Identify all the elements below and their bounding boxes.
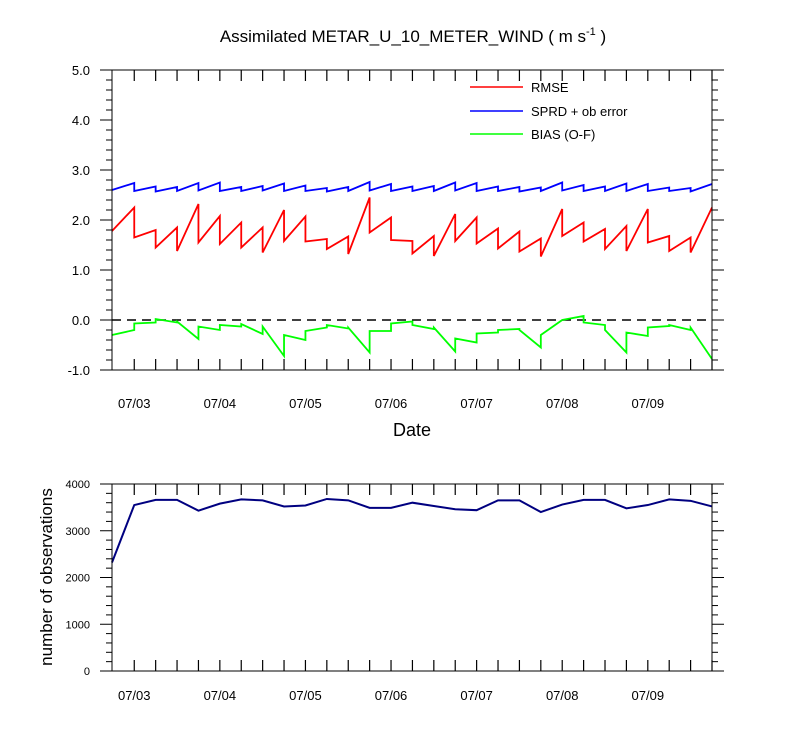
top-x-tick-labels: 07/03 07/04 07/05 07/06 07/07 07/08 07/09 (118, 396, 664, 411)
bottom-x-tick-label: 07/06 (375, 688, 408, 703)
top-x-tick-label: 07/05 (289, 396, 322, 411)
bottom-x-tick-label: 07/07 (460, 688, 493, 703)
top-y-tick-label: 1.0 (72, 263, 90, 278)
top-x-tick-label: 07/06 (375, 396, 408, 411)
series-line-rmse (111, 197, 713, 257)
top-y-tick-label: 0.0 (72, 313, 90, 328)
top-axis-ticks (100, 69, 724, 371)
bottom-series-group (111, 497, 713, 563)
legend: RMSE SPRD + ob error BIAS (O-F) (470, 80, 628, 142)
chart-title: Assimilated METAR_U_10_METER_WIND ( m s-… (220, 26, 606, 46)
legend-label-rmse: RMSE (531, 80, 569, 95)
legend-label-sprd: SPRD + ob error (531, 104, 628, 119)
series-line-bias-o-f (111, 314, 713, 360)
bottom-x-tick-label: 07/05 (289, 688, 322, 703)
chart-title-main: Assimilated METAR_U_10_METER_WIND ( m s (220, 27, 586, 46)
bottom-y-tick-labels: 4000 3000 2000 1000 0 (66, 479, 90, 678)
bottom-y-tick-label: 3000 (66, 526, 90, 538)
top-x-tick-label: 07/09 (632, 396, 665, 411)
x-axis-label: Date (393, 420, 431, 440)
chart-title-end: ) (596, 27, 606, 46)
top-series-group (111, 180, 713, 360)
top-y-tick-label: 5.0 (72, 63, 90, 78)
bottom-axis-ticks (100, 483, 724, 672)
bottom-y-tick-label: 4000 (66, 479, 90, 491)
bottom-y-tick-label: 2000 (66, 573, 90, 585)
top-y-tick-label: -1.0 (68, 363, 90, 378)
top-y-tick-label: 4.0 (72, 113, 90, 128)
top-x-tick-label: 07/04 (204, 396, 237, 411)
series-line-sprd-ob-error (111, 180, 713, 193)
top-x-tick-label: 07/03 (118, 396, 151, 411)
top-x-tick-label: 07/08 (546, 396, 579, 411)
top-plot-frame (111, 69, 713, 371)
bottom-y-axis-label: number of observations (37, 488, 56, 666)
bottom-y-tick-label: 0 (84, 666, 90, 678)
bottom-x-tick-label: 07/03 (118, 688, 151, 703)
top-y-tick-label: 2.0 (72, 213, 90, 228)
bottom-plot-frame (111, 483, 713, 672)
legend-label-bias: BIAS (O-F) (531, 127, 595, 142)
series-line-observation-count (111, 497, 713, 563)
top-x-tick-label: 07/07 (460, 396, 493, 411)
bottom-x-tick-label: 07/09 (632, 688, 665, 703)
bottom-x-tick-labels: 07/03 07/04 07/05 07/06 07/07 07/08 07/09 (118, 688, 664, 703)
bottom-x-tick-label: 07/08 (546, 688, 579, 703)
top-y-tick-label: 3.0 (72, 163, 90, 178)
bottom-y-tick-label: 1000 (66, 619, 90, 631)
chart-title-superscript: -1 (586, 26, 596, 38)
bottom-x-tick-label: 07/04 (204, 688, 237, 703)
top-y-tick-labels: 5.0 4.0 3.0 2.0 1.0 0.0 -1.0 (68, 63, 90, 378)
